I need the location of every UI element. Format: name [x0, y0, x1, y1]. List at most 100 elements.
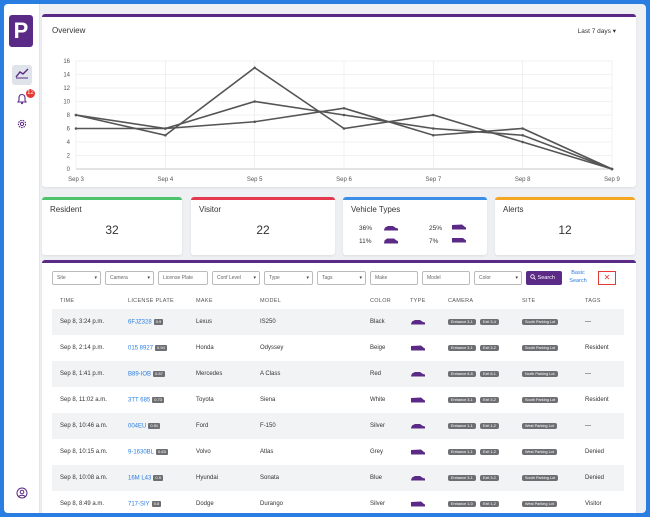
row-color: White — [370, 397, 386, 403]
visitor-label: Visitor — [199, 205, 222, 214]
table-row[interactable]: Sep 8, 3:24 p.m. 6FJZ328 0.9 Lexus IS250 Blac… — [52, 309, 624, 335]
settings-gear-icon[interactable] — [12, 116, 32, 136]
sidebar: P 12 — [4, 4, 40, 513]
confidence-badge: 0.8 — [151, 501, 162, 507]
camera-tag: Exit 1-2 — [480, 501, 499, 507]
user-profile-icon[interactable] — [12, 485, 32, 505]
confidence-badge: 0.9 — [153, 475, 163, 481]
vehicle-type-icon — [411, 501, 425, 507]
license-plate-placeholder: License Plate — [163, 275, 194, 281]
camera-tag: Exit 8-1 — [480, 371, 499, 377]
data-point — [74, 113, 78, 117]
camera-tag: Entrance 6-8 — [448, 371, 476, 377]
date-range-dropdown[interactable]: Last 7 days ▾ — [578, 27, 616, 35]
user-circle-icon — [16, 487, 28, 499]
row-make: Toyota — [196, 397, 214, 403]
overview-card: Overview Last 7 days ▾ 0 2 4 6 8 10 12 14 16 Sep … — [42, 14, 636, 187]
chevron-down-icon: ▾ — [515, 275, 518, 281]
alerts-stat-card: Alerts 12 — [495, 197, 635, 255]
row-model: Odyssey — [260, 345, 284, 351]
camera-tag: Exit 1-2 — [480, 423, 499, 429]
basic-search-link[interactable]: Basic Search — [569, 270, 587, 284]
row-license-plate-link[interactable]: 004EU 0.91 — [128, 423, 161, 430]
resident-label: Resident — [50, 205, 82, 214]
y-tick-label: 2 — [67, 154, 71, 160]
row-license-plate-link[interactable]: B89-IOB 0.87 — [128, 371, 165, 378]
row-model: Durango — [260, 501, 284, 507]
table-row[interactable]: Sep 8, 10:46 a.m. 004EU 0.91 Ford F-150 Silve… — [52, 413, 624, 439]
detections-table-card: Site ▾ Camera ▾ License Plate Conf Level ▾ … — [42, 260, 636, 513]
site-filter-label: Site — [57, 275, 66, 281]
table-row[interactable]: Sep 8, 1:41 p.m. B89-IOB 0.87 Mercedes A Cla… — [52, 361, 624, 387]
row-model: Atlas — [260, 449, 274, 455]
vehicle-type-icon — [411, 345, 425, 351]
column-header-type: TYPE — [410, 298, 426, 304]
table-row[interactable]: Sep 8, 11:02 a.m. 3TT 685 0.73 Toyota Siena W… — [52, 387, 624, 413]
visitor-color-bar — [191, 197, 335, 200]
row-make: Ford — [196, 423, 209, 429]
table-row[interactable]: Sep 8, 10:15 a.m. 9-1630BL 0.83 Volvo Atlas G… — [52, 439, 624, 465]
vehicle-type-pct: 7% — [429, 238, 439, 245]
row-time: Sep 8, 11:02 a.m. — [60, 397, 107, 403]
model-input[interactable]: Model — [422, 271, 470, 285]
license-plate-text: 6FJZ328 — [128, 319, 152, 326]
sedan-icon — [384, 226, 398, 231]
x-tick-label: Sep 5 — [247, 177, 263, 183]
color-filter-select[interactable]: Color ▾ — [474, 271, 522, 285]
table-row[interactable]: Sep 8, 10:08 a.m. 16M L43 0.9 Hyundai Sonata… — [52, 465, 624, 491]
camera-tag: Entrance 3-1 — [448, 475, 476, 481]
chevron-down-icon: ▾ — [253, 275, 256, 281]
x-tick-label: Sep 6 — [336, 177, 352, 183]
conf-level-filter-select[interactable]: Conf Level ▾ — [212, 271, 260, 285]
row-license-plate-link[interactable]: 9-1630BL 0.83 — [128, 449, 168, 456]
row-license-plate-link[interactable]: 16M L43 0.9 — [128, 475, 163, 482]
chevron-down-icon: ▾ — [94, 275, 97, 281]
chevron-down-icon: ▾ — [359, 275, 362, 281]
line-chart-icon — [15, 68, 29, 79]
license-plate-text: 717-SIY — [128, 501, 150, 508]
app-logo[interactable]: P — [9, 15, 33, 47]
chevron-down-icon: ▾ — [147, 275, 150, 281]
row-time: Sep 8, 8:49 a.m. — [60, 501, 105, 507]
x-tick-label: Sep 9 — [604, 177, 620, 183]
camera-filter-select[interactable]: Camera ▾ — [105, 271, 154, 285]
y-tick-label: 8 — [67, 113, 71, 119]
search-button[interactable]: Search — [526, 271, 562, 285]
notifications-bell-icon[interactable]: 12 — [12, 89, 35, 111]
data-point — [74, 127, 78, 130]
type-filter-select[interactable]: Type ▾ — [264, 271, 313, 285]
app-window: P 12 Overview Last 7 days ▾ 0 2 4 6 8 10 12 14 1… — [4, 4, 646, 513]
row-model: Sonata — [260, 475, 280, 481]
row-make: Volvo — [196, 449, 211, 455]
x-tick-label: Sep 8 — [515, 177, 531, 183]
table-row[interactable]: Sep 8, 2:14 p.m. 015 8927 0.94 Honda Odyssey… — [52, 335, 624, 361]
dashboard-chart-icon[interactable] — [12, 65, 32, 85]
row-make: Hyundai — [196, 475, 219, 481]
vehicle-type-icon — [411, 397, 425, 403]
table-row[interactable]: Sep 8, 8:49 a.m. 717-SIY 0.8 Dodge Durango Si… — [52, 491, 624, 513]
row-license-plate-link[interactable]: 015 8927 0.94 — [128, 345, 167, 352]
camera-tag: Exit 3-2 — [480, 397, 499, 403]
row-time: Sep 8, 3:24 p.m. — [60, 319, 105, 325]
data-point — [253, 66, 256, 70]
license-plate-input[interactable]: License Plate — [158, 271, 208, 285]
column-header-color: COLOR — [370, 298, 392, 304]
bell-icon — [16, 93, 28, 105]
row-license-plate-link[interactable]: 6FJZ328 0.9 — [128, 319, 164, 326]
row-license-plate-link[interactable]: 3TT 685 0.73 — [128, 397, 165, 404]
notification-count-badge: 12 — [26, 89, 35, 98]
make-input[interactable]: Make — [370, 271, 418, 285]
site-tag: West Parking Lot — [522, 501, 557, 507]
row-color: Silver — [370, 423, 386, 429]
clear-filters-button[interactable]: ✕ — [598, 271, 616, 285]
data-point — [253, 120, 256, 124]
row-make: Lexus — [196, 319, 213, 325]
license-plate-text: 015 8927 — [128, 345, 154, 352]
vehicle-type-icon — [411, 372, 425, 377]
tags-filter-select[interactable]: Tags ▾ — [317, 271, 366, 285]
truck-icon — [452, 238, 466, 243]
row-license-plate-link[interactable]: 717-SIY 0.8 — [128, 501, 162, 508]
site-filter-select[interactable]: Site ▾ — [52, 271, 101, 285]
row-tag: — — [585, 371, 591, 377]
column-header-license-plate: LICENSE PLATE — [128, 298, 174, 304]
